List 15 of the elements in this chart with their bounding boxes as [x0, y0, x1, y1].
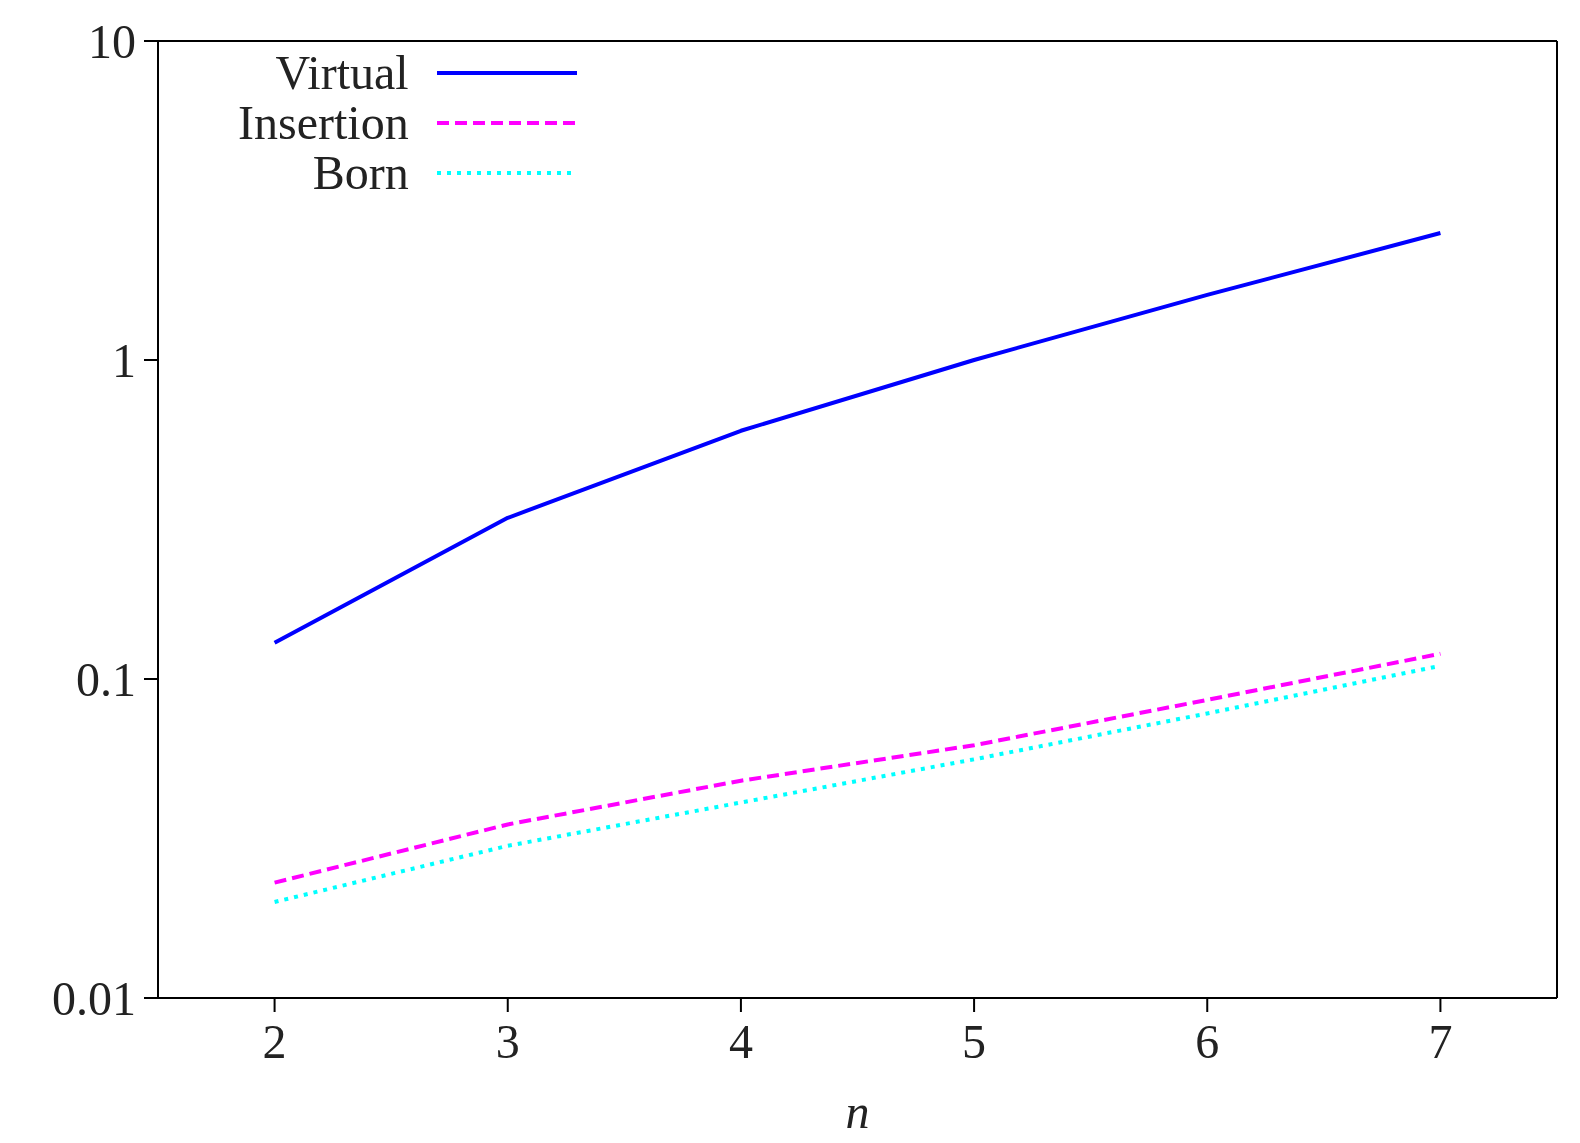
y-tick-label: 1 [112, 334, 136, 388]
x-tick-label: 7 [1428, 1015, 1453, 1069]
x-tick-label: 3 [495, 1015, 520, 1069]
y-tick-label: 10 [88, 15, 136, 69]
x-tick-label: 5 [962, 1015, 987, 1069]
line-series [272, 231, 1443, 645]
legend-label: Born [312, 146, 409, 199]
legend-label: Insertion [238, 96, 409, 149]
x-tick-label: 6 [1195, 1015, 1220, 1069]
legend-label: Virtual [275, 46, 409, 99]
x-tick-label: 4 [728, 1015, 753, 1069]
x-axis-title: n [845, 1085, 870, 1138]
x-tick-label: 2 [262, 1015, 287, 1069]
y-tick-label: 0.1 [76, 653, 136, 707]
y-tick-label: 0.01 [52, 972, 136, 1026]
